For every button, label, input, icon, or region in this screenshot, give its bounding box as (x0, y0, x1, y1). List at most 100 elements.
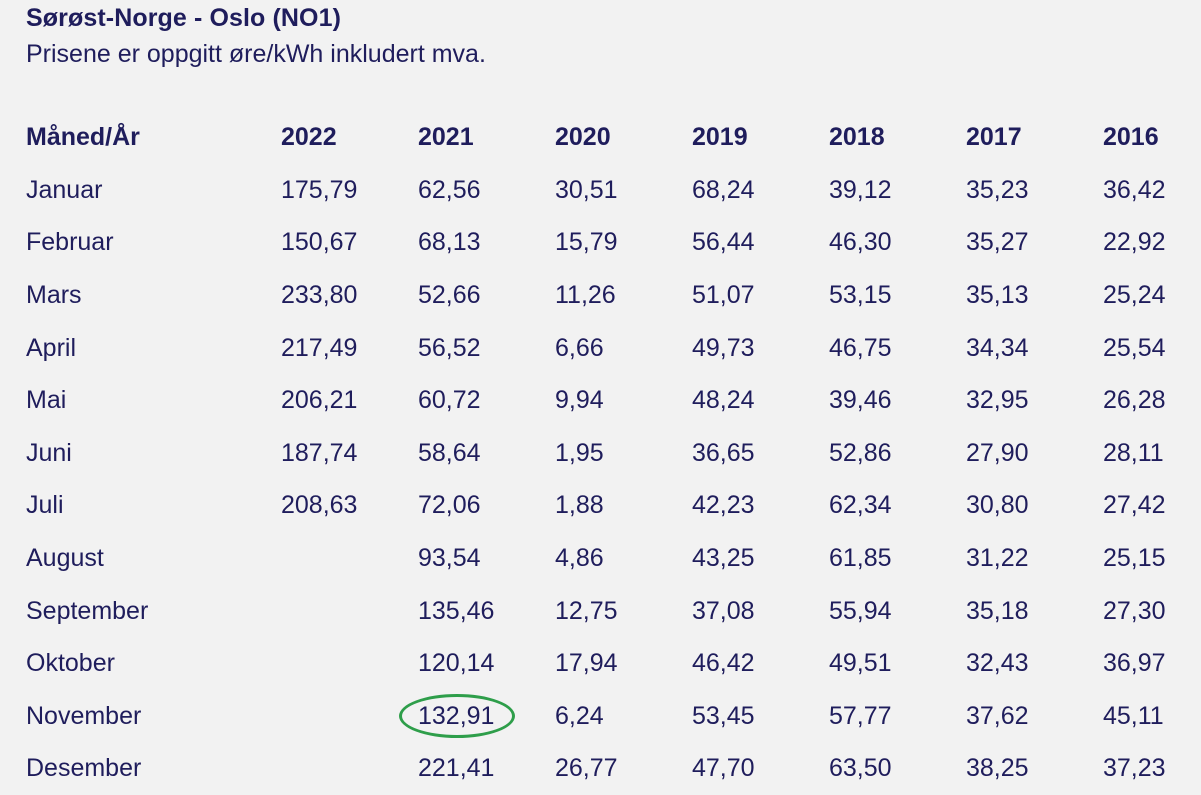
price-cell: 38,25 (966, 754, 1029, 783)
table-row: Oktober 120,14 17,94 46,42 49,51 32,43 36,97 (26, 637, 1201, 690)
price-cell (281, 532, 418, 585)
price-cell: 25,24 (1103, 280, 1166, 309)
month-cell: September (26, 596, 149, 625)
price-cell: 1,88 (555, 491, 604, 520)
price-cell: 46,75 (829, 333, 892, 362)
month-cell: April (26, 333, 77, 362)
month-cell: Mai (26, 386, 67, 415)
price-cell: 35,18 (966, 596, 1029, 625)
month-cell: Desember (26, 754, 142, 783)
month-cell: Juli (26, 491, 64, 520)
month-cell: August (26, 543, 104, 572)
price-cell: 27,30 (1103, 596, 1166, 625)
price-cell: 208,63 (281, 491, 358, 520)
price-cell (281, 637, 418, 690)
price-cell: 233,80 (281, 280, 358, 309)
year-header-2016: 2016 (1103, 122, 1159, 151)
month-cell: Mars (26, 280, 82, 309)
price-cell: 46,42 (692, 649, 755, 678)
table-row: Januar 175,79 62,56 30,51 68,24 39,12 35,23 36,… (26, 164, 1201, 217)
price-cell: 26,28 (1103, 386, 1166, 415)
price-cell: 35,13 (966, 280, 1029, 309)
price-cell (281, 690, 418, 743)
price-cell: 93,54 (418, 543, 481, 572)
price-cell: 22,92 (1103, 228, 1166, 257)
year-header-2019: 2019 (692, 122, 748, 151)
price-cell: 32,95 (966, 386, 1029, 415)
table-row: April 217,49 56,52 6,66 49,73 46,75 34,34 25,54 (26, 322, 1201, 375)
table-row: Desember 221,41 26,77 47,70 63,50 38,25 37,23 (26, 743, 1201, 795)
price-cell: 36,97 (1103, 649, 1166, 678)
price-cell: 30,51 (555, 175, 618, 204)
month-cell: Februar (26, 228, 114, 257)
price-cell: 25,54 (1103, 333, 1166, 362)
price-cell: 49,73 (692, 333, 755, 362)
price-cell: 45,11 (1103, 701, 1164, 730)
price-cell: 61,85 (829, 543, 892, 572)
price-cell (281, 743, 418, 795)
page-subtitle: Prisene er oppgitt øre/kWh inkludert mva… (26, 40, 486, 68)
table-row: Mai 206,21 60,72 9,94 48,24 39,46 32,95 26,28 (26, 374, 1201, 427)
price-cell: 42,23 (692, 491, 755, 520)
month-cell: Juni (26, 438, 72, 467)
price-cell: 11,26 (555, 280, 616, 309)
price-cell: 27,42 (1103, 491, 1166, 520)
price-cell: 30,80 (966, 491, 1029, 520)
price-cell: 35,23 (966, 175, 1029, 204)
price-cell: 175,79 (281, 175, 358, 204)
price-cell: 39,46 (829, 386, 892, 415)
price-cell: 62,34 (829, 491, 892, 520)
month-cell: November (26, 701, 142, 730)
price-cell: 68,24 (692, 175, 755, 204)
price-cell: 34,34 (966, 333, 1029, 362)
price-cell: 135,46 (418, 596, 495, 625)
price-cell: 49,51 (829, 649, 892, 678)
price-cell: 56,44 (692, 228, 755, 257)
price-cell: 53,45 (692, 701, 755, 730)
price-cell: 52,86 (829, 438, 892, 467)
price-cell: 51,07 (692, 280, 755, 309)
price-cell: 56,52 (418, 333, 481, 362)
month-cell: Januar (26, 175, 103, 204)
price-cell: 12,75 (555, 596, 618, 625)
price-cell: 58,64 (418, 438, 481, 467)
header-row: Måned/År 2022 2021 2020 2019 2018 2017 2016 (26, 110, 1201, 164)
table-row: Juni 187,74 58,64 1,95 36,65 52,86 27,90 28,11 (26, 427, 1201, 480)
price-cell: 187,74 (281, 438, 358, 467)
price-cell: 37,62 (966, 701, 1029, 730)
price-cell: 150,67 (281, 228, 358, 257)
page-title: Sørøst-Norge - Oslo (NO1) (26, 4, 342, 32)
price-cell: 55,94 (829, 596, 892, 625)
price-cell: 48,24 (692, 386, 755, 415)
price-cell: 37,08 (692, 596, 755, 625)
table-row: November 132,91 6,24 53,45 57,77 37,62 45,11 (26, 690, 1201, 743)
year-header-2017: 2017 (966, 122, 1022, 151)
year-header-2018: 2018 (829, 122, 885, 151)
price-cell: 6,24 (555, 701, 604, 730)
price-cell (281, 585, 418, 638)
price-cell: 47,70 (692, 754, 755, 783)
price-cell: 36,42 (1103, 175, 1166, 204)
price-cell: 39,12 (829, 175, 892, 204)
price-cell: 1,95 (555, 438, 604, 467)
price-cell: 206,21 (281, 386, 358, 415)
year-header-2022: 2022 (281, 122, 337, 151)
table-row: Juli 208,63 72,06 1,88 42,23 62,34 30,80 27,42 (26, 480, 1201, 533)
price-cell: 221,41 (418, 754, 495, 783)
month-cell: Oktober (26, 649, 115, 678)
price-cell: 46,30 (829, 228, 892, 257)
price-cell: 28,11 (1103, 438, 1164, 467)
price-cell: 62,56 (418, 175, 481, 204)
price-cell: 35,27 (966, 228, 1029, 257)
price-cell: 25,15 (1103, 543, 1166, 572)
price-cell: 120,14 (418, 649, 495, 678)
price-cell: 132,91 (399, 690, 555, 743)
price-cell: 37,23 (1103, 754, 1166, 783)
price-cell: 9,94 (555, 386, 604, 415)
price-cell: 15,79 (555, 228, 618, 257)
price-cell: 72,06 (418, 491, 481, 520)
price-cell: 31,22 (966, 543, 1029, 572)
price-cell: 68,13 (418, 228, 481, 257)
price-cell: 17,94 (555, 649, 618, 678)
price-cell: 26,77 (555, 754, 618, 783)
